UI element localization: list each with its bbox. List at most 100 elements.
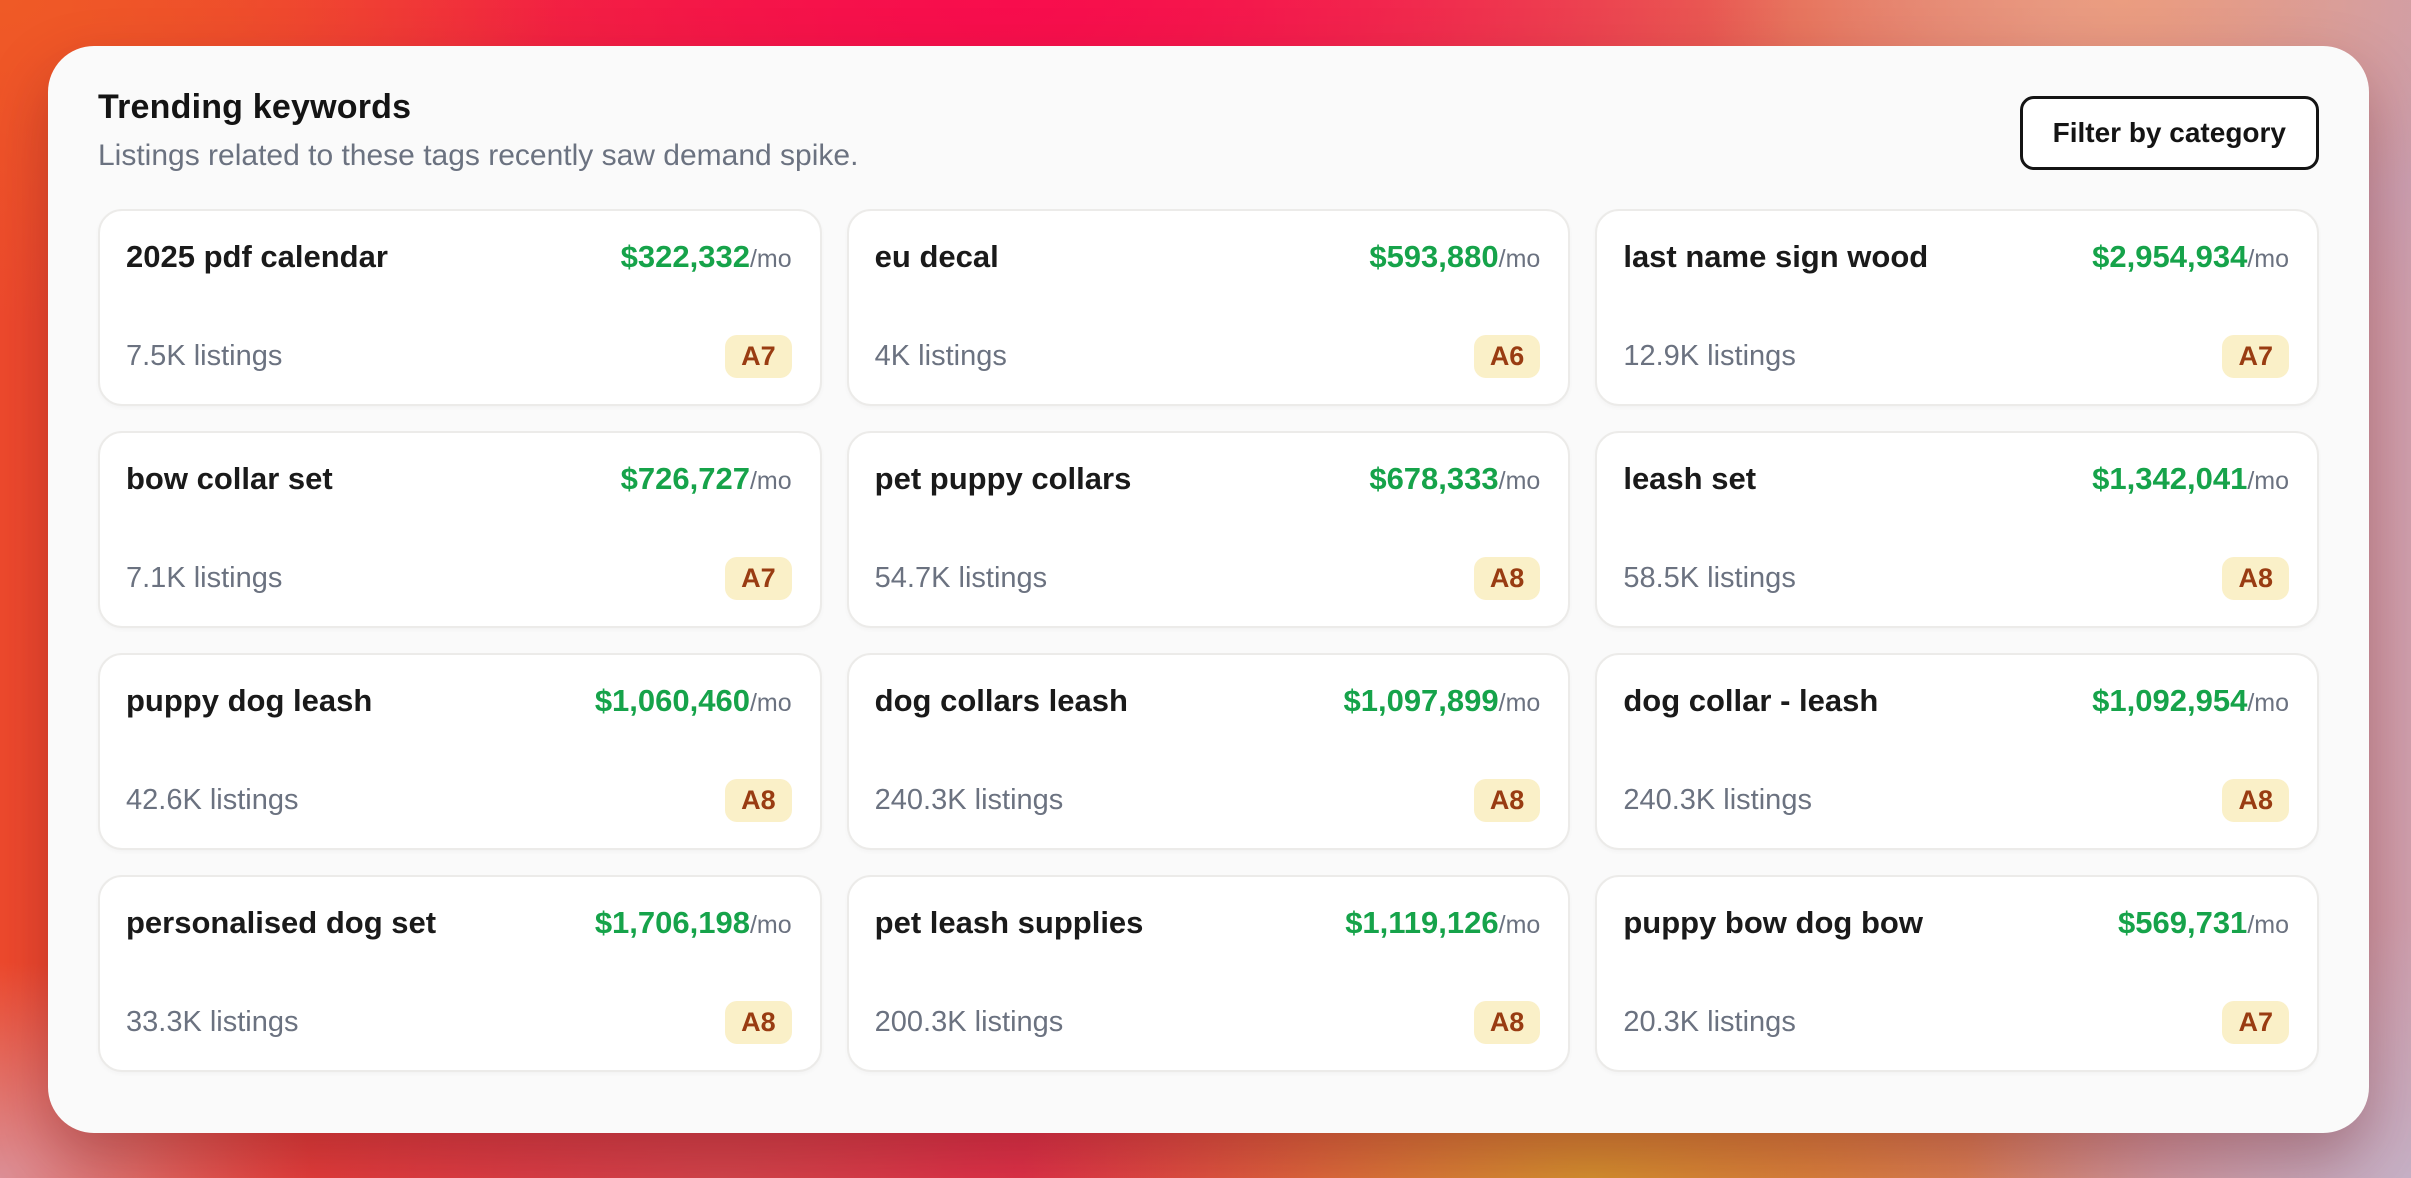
grade-badge: A8 — [725, 779, 792, 822]
keyword-label: eu decal — [874, 239, 999, 274]
revenue-value: $569,731 — [2118, 905, 2248, 940]
listings-count: 33.3K listings — [126, 1006, 299, 1038]
keyword-label: bow collar set — [126, 461, 333, 496]
keyword-card[interactable]: pet leash supplies $1,119,126/mo 200.3K … — [846, 875, 1571, 1072]
monthly-revenue: $1,119,126/mo — [1345, 905, 1540, 941]
grade-badge: A8 — [725, 1001, 792, 1044]
grade-badge: A7 — [725, 335, 792, 378]
trending-keywords-panel: Trending keywords Listings related to th… — [48, 46, 2369, 1133]
card-top-row: puppy bow dog bow $569,731/mo — [1623, 905, 2289, 941]
card-bottom-row: 7.5K listings A7 — [126, 335, 792, 378]
revenue-value: $1,097,899 — [1343, 683, 1499, 718]
revenue-period-suffix: /mo — [1498, 689, 1541, 717]
card-top-row: dog collars leash $1,097,899/mo — [875, 683, 1541, 719]
monthly-revenue: $569,731/mo — [2118, 905, 2289, 941]
listings-count: 54.7K listings — [874, 562, 1048, 594]
revenue-value: $593,880 — [1369, 239, 1499, 274]
header-text-block: Trending keywords Listings related to th… — [98, 88, 858, 173]
revenue-value: $1,706,198 — [594, 905, 750, 940]
listings-count: 200.3K listings — [874, 1006, 1064, 1038]
page-title: Trending keywords — [98, 88, 412, 126]
card-bottom-row: 33.3K listings A8 — [126, 1001, 792, 1044]
keyword-card[interactable]: last name sign wood $2,954,934/mo 12.9K … — [1595, 209, 2319, 406]
listings-count: 20.3K listings — [1623, 1006, 1796, 1038]
listings-count: 58.5K listings — [1623, 562, 1796, 594]
revenue-value: $1,342,041 — [2092, 461, 2248, 496]
revenue-value: $322,332 — [620, 239, 750, 274]
monthly-revenue: $322,332/mo — [621, 239, 792, 275]
revenue-period-suffix: /mo — [749, 689, 792, 717]
keyword-label: leash set — [1623, 461, 1757, 496]
card-top-row: pet puppy collars $678,333/mo — [875, 461, 1541, 497]
card-top-row: eu decal $593,880/mo — [875, 239, 1541, 275]
revenue-value: $1,092,954 — [2092, 683, 2248, 718]
keyword-card[interactable]: pet puppy collars $678,333/mo 54.7K list… — [846, 431, 1571, 628]
card-bottom-row: 200.3K listings A8 — [875, 1001, 1541, 1044]
keyword-label: pet puppy collars — [874, 461, 1132, 496]
keyword-card[interactable]: bow collar set $726,727/mo 7.1K listings… — [98, 431, 822, 628]
grade-badge: A8 — [1473, 1001, 1541, 1044]
revenue-value: $678,333 — [1369, 461, 1499, 496]
grade-badge: A7 — [2222, 335, 2289, 378]
card-top-row: bow collar set $726,727/mo — [126, 461, 792, 497]
card-bottom-row: 12.9K listings A7 — [1623, 335, 2289, 378]
card-top-row: pet leash supplies $1,119,126/mo — [875, 905, 1541, 941]
keyword-card[interactable]: 2025 pdf calendar $322,332/mo 7.5K listi… — [98, 209, 822, 406]
revenue-period-suffix: /mo — [2247, 689, 2289, 717]
monthly-revenue: $1,342,041/mo — [2092, 461, 2289, 497]
listings-count: 42.6K listings — [126, 784, 299, 816]
grade-badge: A8 — [2222, 557, 2289, 600]
listings-count: 4K listings — [874, 340, 1007, 372]
listings-count: 7.5K listings — [126, 340, 283, 372]
keyword-label: personalised dog set — [126, 905, 437, 940]
revenue-period-suffix: /mo — [1498, 245, 1541, 273]
revenue-period-suffix: /mo — [749, 245, 792, 273]
listings-count: 240.3K listings — [1623, 784, 1812, 816]
keyword-label: dog collars leash — [874, 683, 1128, 718]
keyword-card[interactable]: eu decal $593,880/mo 4K listings A6 — [846, 209, 1571, 406]
revenue-period-suffix: /mo — [749, 467, 792, 495]
keyword-card[interactable]: personalised dog set $1,706,198/mo 33.3K… — [98, 875, 822, 1072]
grade-badge: A8 — [1473, 557, 1541, 600]
grade-badge: A6 — [1473, 335, 1541, 378]
revenue-value: $1,060,460 — [594, 683, 750, 718]
grade-badge: A8 — [1473, 779, 1541, 822]
revenue-period-suffix: /mo — [749, 911, 792, 939]
card-bottom-row: 42.6K listings A8 — [126, 779, 792, 822]
keyword-label: last name sign wood — [1623, 239, 1929, 274]
monthly-revenue: $1,060,460/mo — [595, 683, 792, 719]
revenue-period-suffix: /mo — [2247, 467, 2289, 495]
revenue-period-suffix: /mo — [2247, 911, 2289, 939]
card-bottom-row: 4K listings A6 — [875, 335, 1541, 378]
revenue-period-suffix: /mo — [1498, 911, 1541, 939]
card-top-row: personalised dog set $1,706,198/mo — [126, 905, 792, 941]
card-top-row: puppy dog leash $1,060,460/mo — [126, 683, 792, 719]
monthly-revenue: $2,954,934/mo — [2092, 239, 2289, 275]
card-top-row: last name sign wood $2,954,934/mo — [1623, 239, 2289, 275]
card-bottom-row: 58.5K listings A8 — [1623, 557, 2289, 600]
grade-badge: A7 — [725, 557, 792, 600]
card-bottom-row: 7.1K listings A7 — [126, 557, 792, 600]
keyword-card[interactable]: leash set $1,342,041/mo 58.5K listings A… — [1595, 431, 2319, 628]
monthly-revenue: $593,880/mo — [1369, 239, 1540, 275]
keyword-card[interactable]: dog collar - leash $1,092,954/mo 240.3K … — [1595, 653, 2319, 850]
revenue-value: $2,954,934 — [2092, 239, 2248, 274]
listings-count: 7.1K listings — [126, 562, 283, 594]
filter-by-category-button[interactable]: Filter by category — [2019, 96, 2319, 170]
keyword-card[interactable]: dog collars leash $1,097,899/mo 240.3K l… — [846, 653, 1571, 850]
keyword-card[interactable]: puppy dog leash $1,060,460/mo 42.6K list… — [98, 653, 822, 850]
page-subtitle: Listings related to these tags recently … — [98, 139, 859, 172]
listings-count: 240.3K listings — [874, 784, 1064, 816]
monthly-revenue: $678,333/mo — [1369, 461, 1540, 497]
keyword-card[interactable]: puppy bow dog bow $569,731/mo 20.3K list… — [1595, 875, 2319, 1072]
monthly-revenue: $1,092,954/mo — [2092, 683, 2289, 719]
monthly-revenue: $1,097,899/mo — [1343, 683, 1540, 719]
monthly-revenue: $726,727/mo — [621, 461, 792, 497]
grade-badge: A7 — [2222, 1001, 2289, 1044]
card-top-row: leash set $1,342,041/mo — [1623, 461, 2289, 497]
card-bottom-row: 240.3K listings A8 — [1623, 779, 2289, 822]
revenue-value: $1,119,126 — [1345, 905, 1499, 940]
grade-badge: A8 — [2222, 779, 2289, 822]
keyword-label: dog collar - leash — [1623, 683, 1879, 718]
listings-count: 12.9K listings — [1623, 340, 1796, 372]
